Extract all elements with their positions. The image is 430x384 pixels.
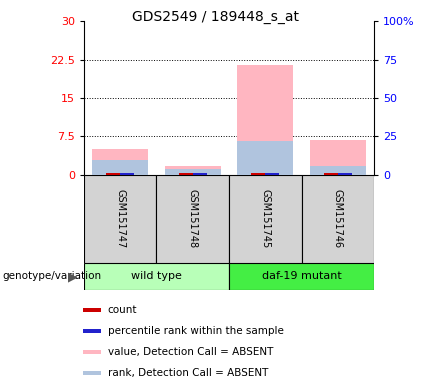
Text: count: count <box>108 305 137 315</box>
Text: genotype/variation: genotype/variation <box>2 271 101 281</box>
Text: GSM151748: GSM151748 <box>187 189 198 248</box>
Text: GSM151745: GSM151745 <box>260 189 270 248</box>
Bar <box>120 173 134 175</box>
Bar <box>338 173 352 175</box>
Bar <box>83 308 101 312</box>
Text: GSM151747: GSM151747 <box>115 189 125 248</box>
Text: ▶: ▶ <box>68 270 77 283</box>
Text: GSM151746: GSM151746 <box>333 189 343 248</box>
Bar <box>229 175 301 263</box>
Bar <box>92 149 148 175</box>
Bar <box>106 173 120 175</box>
Text: daf-19 mutant: daf-19 mutant <box>262 271 341 281</box>
Text: percentile rank within the sample: percentile rank within the sample <box>108 326 283 336</box>
Bar <box>310 140 366 175</box>
Bar <box>229 263 374 290</box>
Bar <box>92 161 148 175</box>
Bar <box>324 173 338 175</box>
Bar <box>310 166 366 175</box>
Bar <box>251 173 265 175</box>
Bar <box>83 329 101 333</box>
Bar <box>178 173 193 175</box>
Bar <box>83 371 101 376</box>
Text: GDS2549 / 189448_s_at: GDS2549 / 189448_s_at <box>132 10 298 23</box>
Bar <box>84 263 229 290</box>
Bar <box>301 175 374 263</box>
Bar <box>165 169 221 175</box>
Text: wild type: wild type <box>131 271 182 281</box>
Bar <box>237 65 293 175</box>
Bar <box>157 175 229 263</box>
Bar <box>193 173 207 175</box>
Bar <box>265 173 280 175</box>
Text: rank, Detection Call = ABSENT: rank, Detection Call = ABSENT <box>108 368 268 379</box>
Bar <box>84 175 157 263</box>
Bar <box>83 350 101 354</box>
Bar <box>237 141 293 175</box>
Bar <box>165 166 221 175</box>
Text: value, Detection Call = ABSENT: value, Detection Call = ABSENT <box>108 347 273 358</box>
